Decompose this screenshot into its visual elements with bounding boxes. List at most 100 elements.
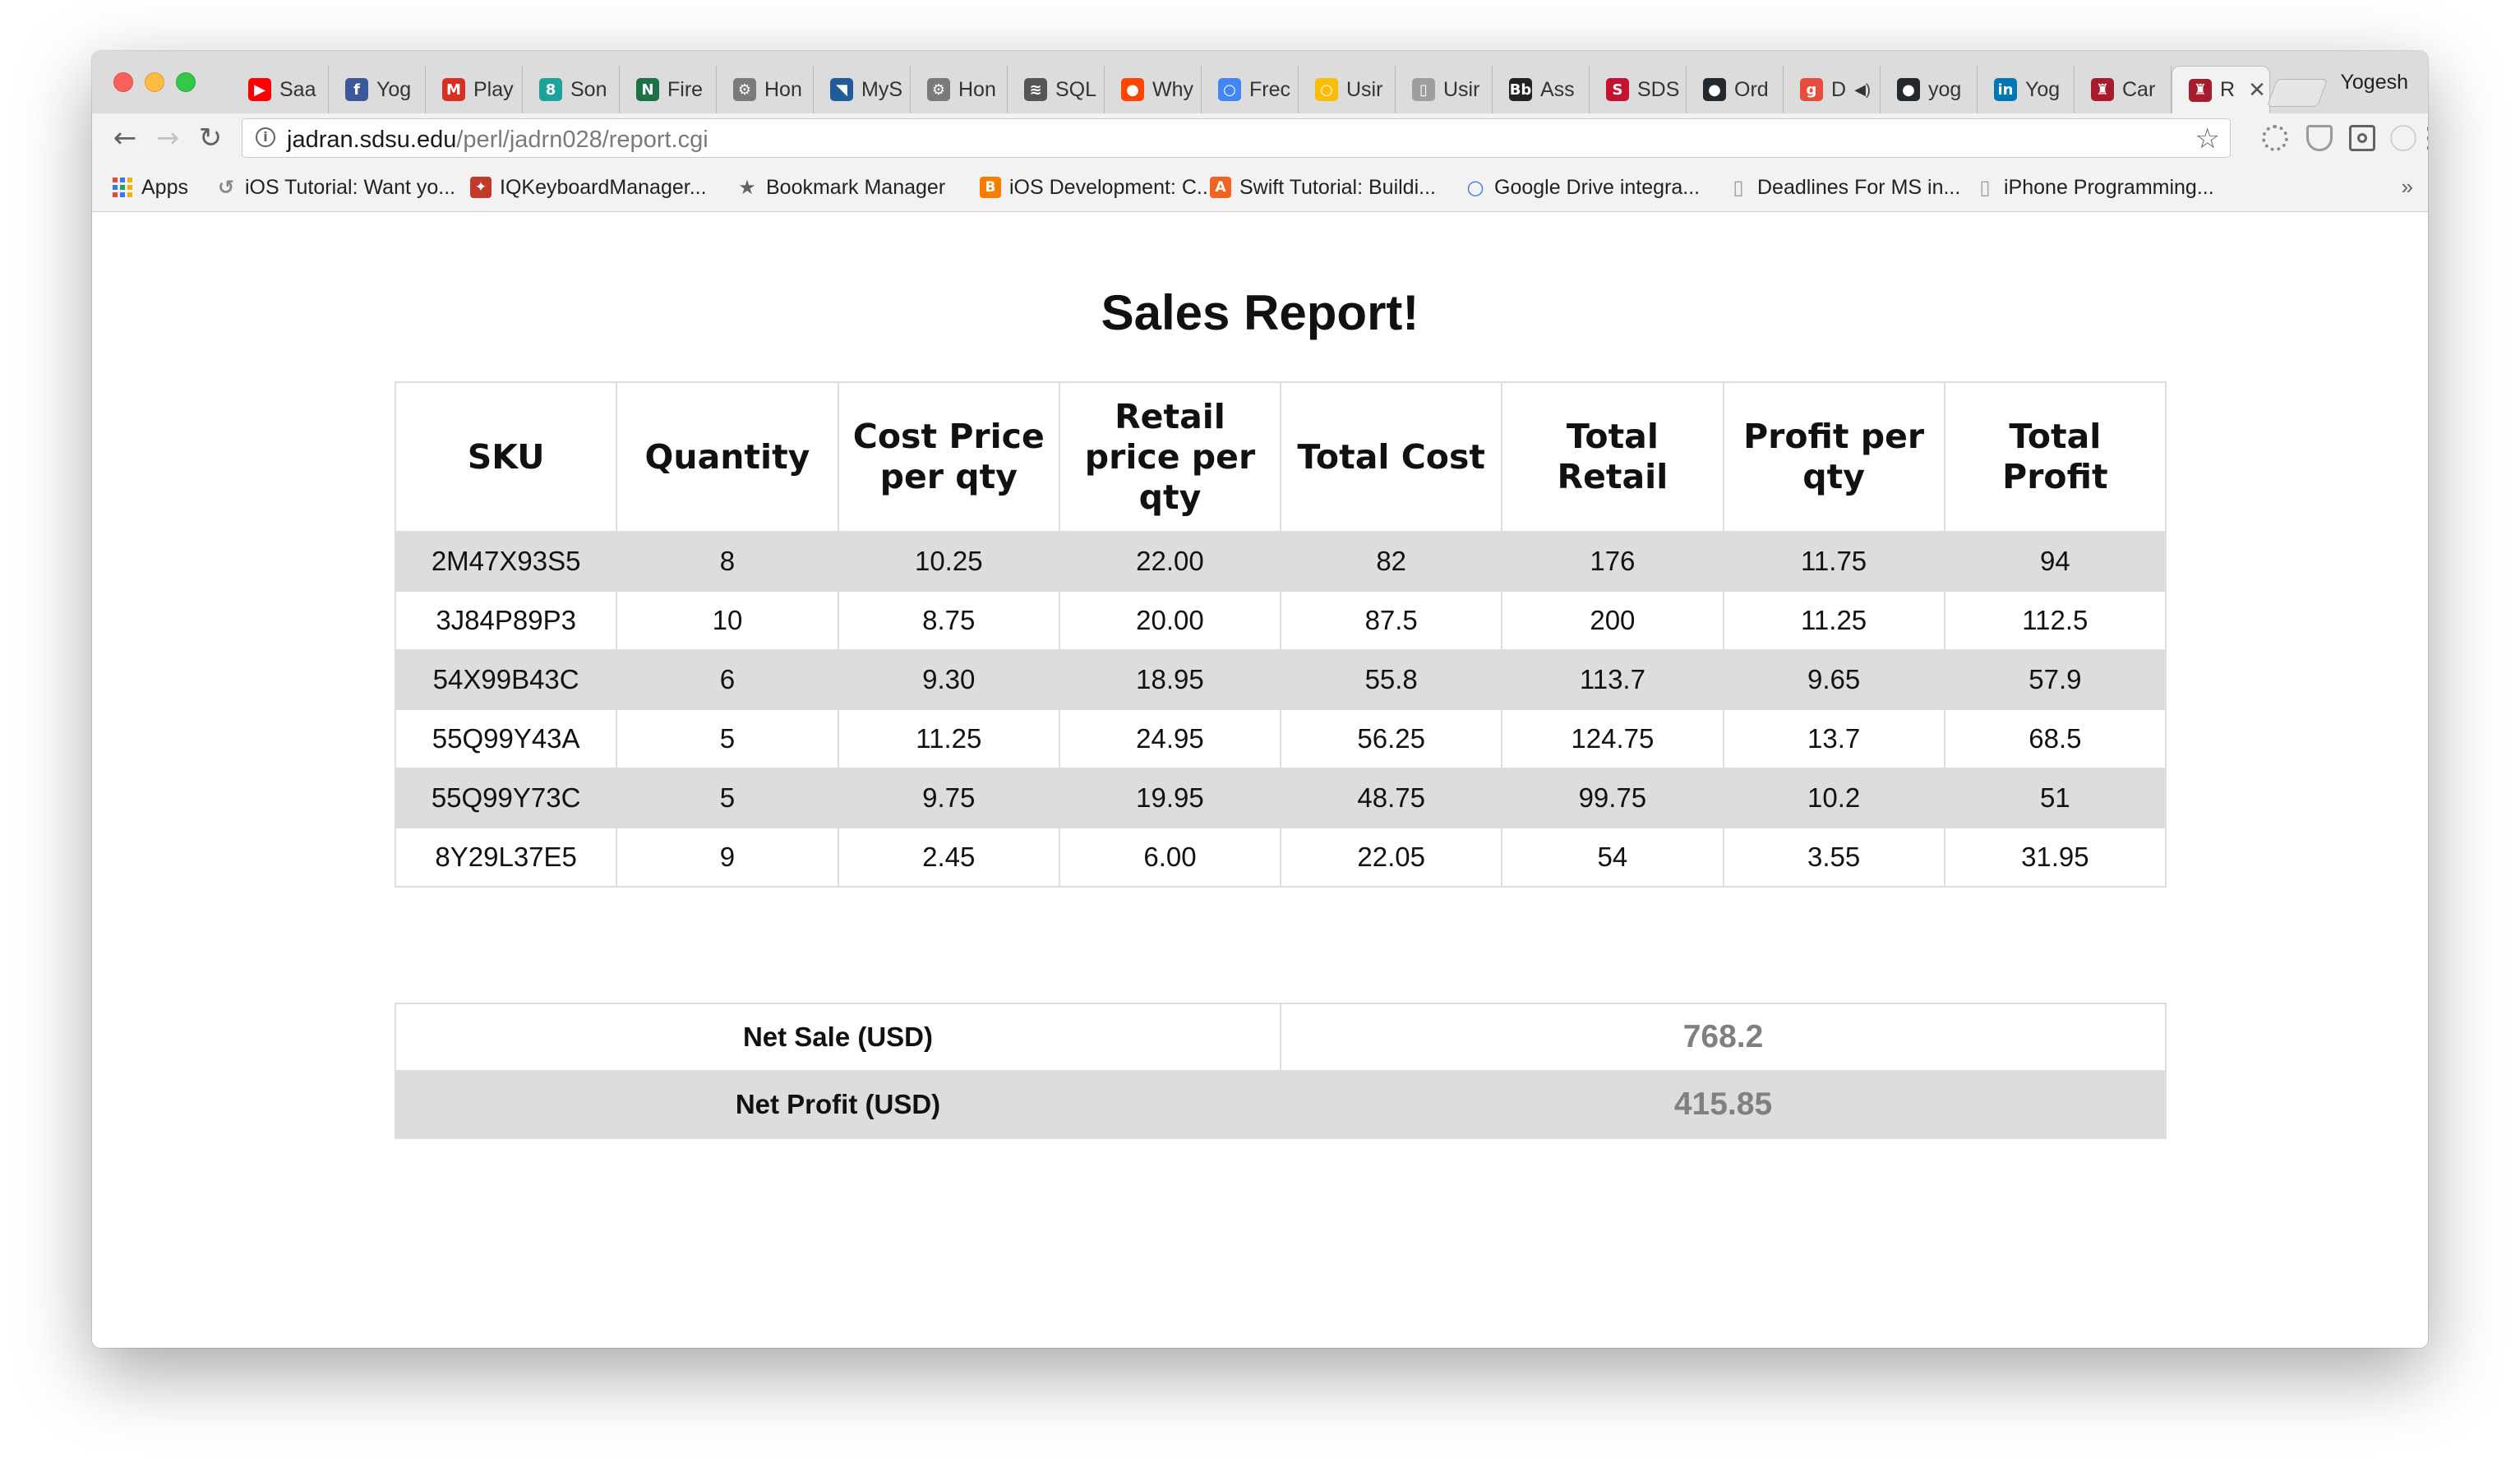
table-cell: 10.2 [1722,768,1945,828]
close-window-button[interactable] [113,72,133,92]
browser-tab[interactable]: ● Why [1105,66,1202,113]
bookmark-item[interactable]: ○ Google Drive integra... [1465,173,1701,202]
browser-tab[interactable]: ◥ MyS [814,66,911,113]
url-text[interactable]: jadran.sdsu.edu/perl/jadrn028/report.cgi [287,127,708,154]
reddit-icon: ● [1121,78,1144,101]
zoom-window-button[interactable] [176,72,196,92]
google-circle-icon: ○ [1218,78,1241,101]
browser-tab[interactable]: ○ Usir [1299,66,1396,113]
table-row: 55Q99Y73C 5 9.75 19.95 48.75 99.75 10.2 51 [394,768,2167,828]
browser-tab[interactable]: ⚙ Hon [717,66,814,113]
bookmark-label: Deadlines For MS in... [1757,175,1961,199]
page-content: Sales Report! SKU Quantity Cost Price per … [92,212,2428,1348]
speaker-icon[interactable]: ◀) [1854,81,1871,98]
tab-label: SQL [1055,77,1097,101]
tab-label: Ass [1540,77,1575,101]
table-cell: 20.00 [1058,590,1282,651]
apps-grid-icon [112,177,133,198]
extension-shield-icon[interactable] [2306,125,2333,151]
table-cell: 8Y29L37E5 [394,827,618,888]
mysql-icon: ◥ [830,78,853,101]
browser-tab[interactable]: N Fire [620,66,717,113]
bookmark-item[interactable]: ★ Bookmark Manager [736,173,945,202]
gradebook-icon: g [1800,78,1823,101]
table-cell: 6 [616,649,839,710]
bookmark-label: Apps [141,175,188,199]
bookmark-item[interactable]: Apps [112,173,188,202]
table-cell: 2M47X93S5 [394,531,618,592]
browser-tab[interactable]: ▶ Saa [232,66,329,113]
table-cell: 5 [616,708,839,769]
tab-label: Fire [667,77,704,101]
tab-label: Usir [1443,77,1480,101]
browser-tab[interactable]: ♜ Car [2075,66,2172,113]
profile-name[interactable]: Yogesh [2340,71,2409,94]
browser-tab[interactable]: S SDS [1590,66,1687,113]
browser-tab[interactable]: ● yog [1881,66,1978,113]
browser-tab[interactable]: ● Ord [1687,66,1784,113]
table-cell: 54 [1501,827,1724,888]
info-icon[interactable]: i [256,127,275,147]
youtube-icon: ▶ [248,78,271,101]
tab-label: Hon [764,77,802,101]
gear-icon: ⚙ [733,78,756,101]
bookmark-item[interactable]: ↺ iOS Tutorial: Want yo... [215,173,455,202]
table-cell: 9.30 [837,649,1060,710]
tab-label: yog [1928,77,1962,101]
bookmark-star-icon[interactable]: ☆ [2195,122,2220,155]
bb-icon: Bb [1509,78,1532,101]
table-cell: 51 [1943,768,2167,828]
browser-tab[interactable]: ▯ Usir [1396,66,1493,113]
address-bar[interactable]: i jadran.sdsu.edu/perl/jadrn028/report.c… [242,118,2231,158]
browser-tab[interactable]: ⚙ Hon [911,66,1008,113]
tab-label: Car [2122,77,2156,101]
browser-tab[interactable]: 8 Son [523,66,620,113]
browser-tab[interactable]: in Yog [1978,66,2075,113]
browser-tab[interactable]: Bb Ass [1493,66,1590,113]
extension-circle-icon[interactable] [2390,125,2416,151]
sdsu-icon: S [1606,78,1629,101]
browser-tab[interactable]: ○ Frec [1202,66,1299,113]
table-cell: 8.75 [837,590,1060,651]
spreadsheet-icon: N [636,78,659,101]
close-tab-icon[interactable]: ✕ [2248,77,2266,102]
extension-capture-icon[interactable] [2349,125,2375,151]
gear-icon: ⚙ [927,78,950,101]
person-icon: ♜ [2189,78,2212,102]
table-cell: 18.95 [1058,649,1282,710]
table-cell: 112.5 [1943,590,2167,651]
bookmark-item[interactable]: ▯ iPhone Programming... [1974,173,2214,202]
forward-arrow-icon[interactable]: → [155,122,180,155]
new-tab-button[interactable] [2266,79,2328,107]
bookmark-item[interactable]: A Swift Tutorial: Buildi... [1210,173,1436,202]
table-cell: 87.5 [1280,590,1503,651]
browser-tab[interactable]: ≋ SQL [1008,66,1105,113]
minimize-window-button[interactable] [145,72,164,92]
bookmark-label: iPhone Programming... [2004,175,2214,199]
browser-tab[interactable]: g D ◀) [1784,66,1881,113]
table-cell: 3J84P89P3 [394,590,618,651]
table-cell: 9.75 [837,768,1060,828]
kebab-menu-icon[interactable]: ⋮ [2415,122,2428,155]
bookmark-label: iOS Tutorial: Want yo... [245,175,456,199]
bookmark-item[interactable]: ✦ IQKeyboardManager... [470,173,707,202]
bookmark-label: iOS Development: C... [1009,175,1214,199]
extension-gear-icon[interactable] [2262,125,2288,151]
more-bookmarks-icon[interactable]: » [2401,174,2413,199]
reload-icon[interactable]: ↻ [198,122,223,155]
linkedin-icon: in [1994,78,2017,101]
table-cell: 54X99B43C [394,649,618,710]
bookmark-item[interactable]: ▯ Deadlines For MS in... [1728,173,1960,202]
browser-tab[interactable]: ♜ R ✕ [2172,66,2270,113]
column-header: Profit per qty [1722,381,1945,533]
browser-tab[interactable]: M Play [426,66,523,113]
browser-tab[interactable]: f Yog [329,66,426,113]
bookmark-label: IQKeyboardManager... [500,175,707,199]
table-cell: 6.00 [1058,827,1282,888]
table-row: 55Q99Y43A 5 11.25 24.95 56.25 124.75 13.7 68.5 [394,708,2167,769]
back-arrow-icon[interactable]: ← [113,122,137,155]
tab-list: ▶ Saa f Yog M Play 8 Son N Fire ⚙ Hon ◥ MyS ⚙ Hon ≋ SQL ● W… [232,66,2270,113]
column-header: Total Profit [1943,381,2167,533]
table-cell: 176 [1501,531,1724,592]
